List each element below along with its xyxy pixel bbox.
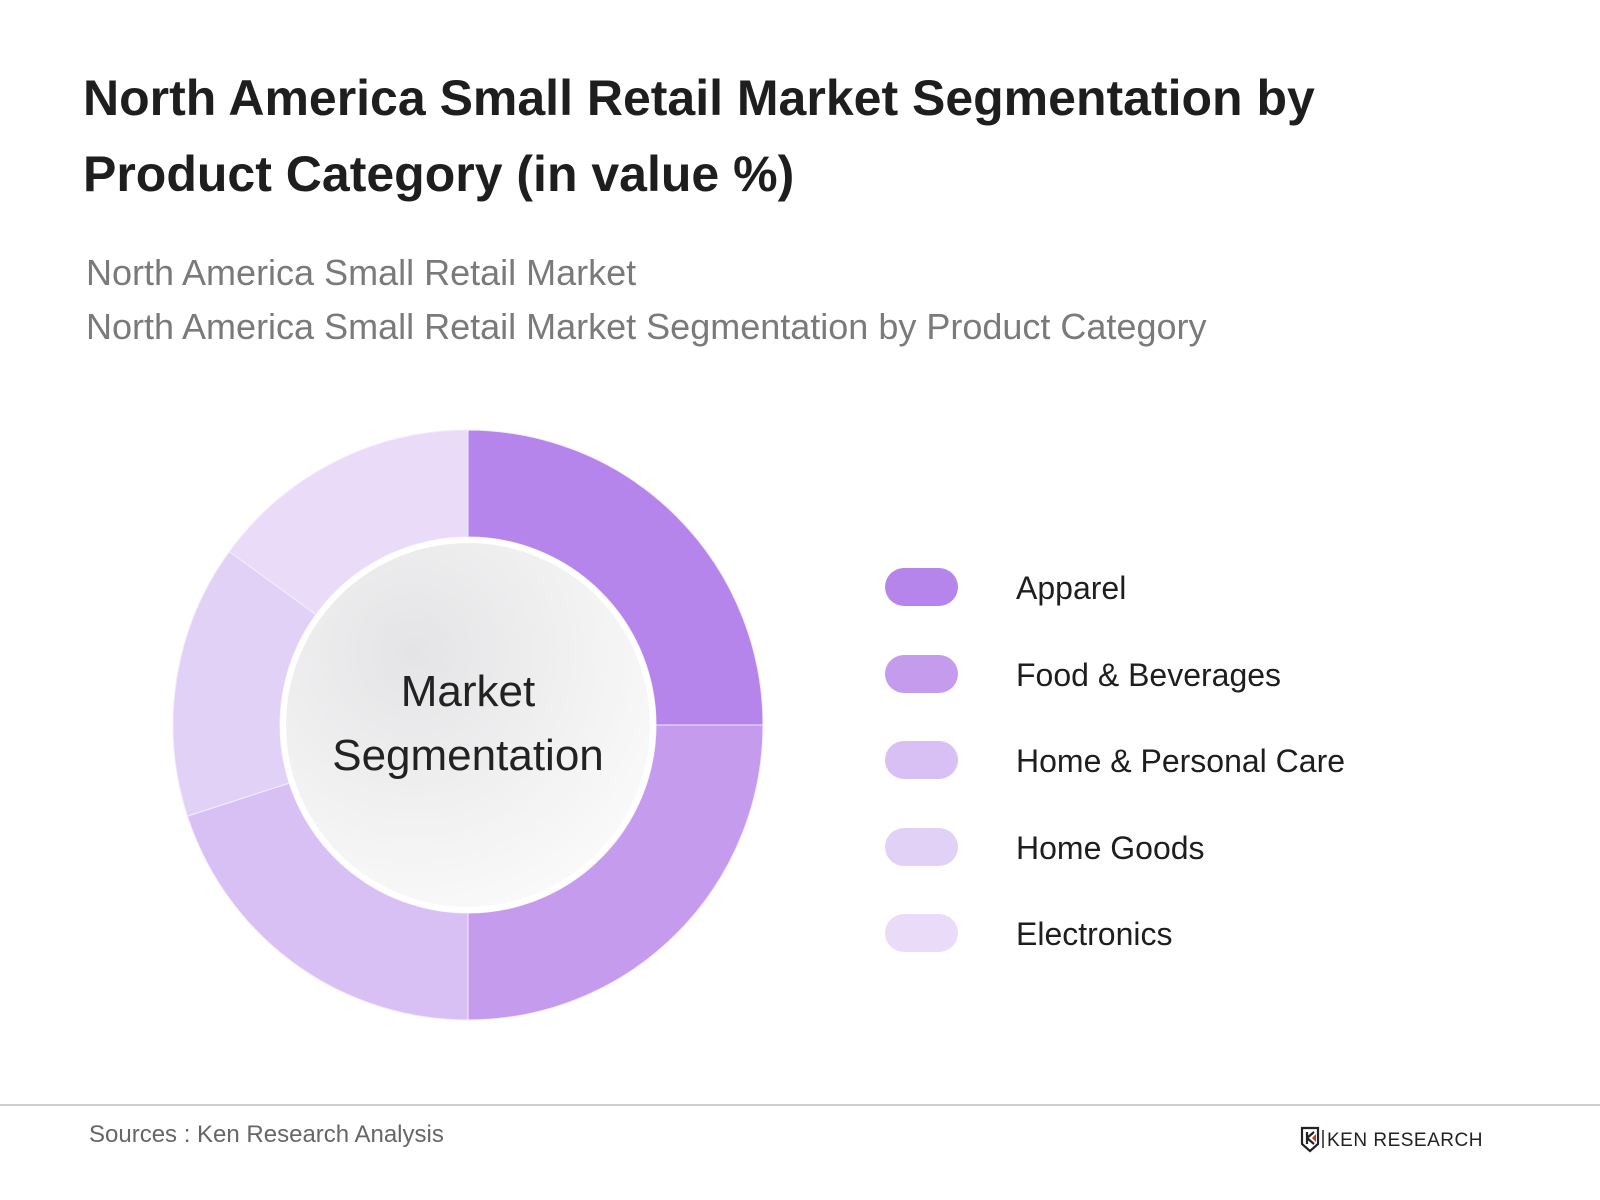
legend-item: Home & Personal Care — [885, 741, 1485, 779]
legend-swatch — [885, 827, 958, 866]
center-label-line-1: Market — [400, 667, 536, 716]
legend-label: Electronics — [1016, 916, 1173, 952]
center-label-line-2: Segmentation — [332, 731, 604, 780]
source-note: Sources : Ken Research Analysis — [89, 1121, 444, 1148]
donut-hole — [286, 543, 650, 907]
legend-item: Food & Beverages — [885, 654, 1485, 693]
legend-label: Home Goods — [1016, 829, 1205, 866]
legend-swatch — [885, 914, 958, 952]
chart-subtitle-1: North America Small Retail Market — [86, 252, 637, 293]
chart-title: North America Small Retail Market Segmen… — [83, 70, 1315, 202]
legend-label: Apparel — [1016, 570, 1127, 606]
legend-label: Food & Beverages — [1016, 656, 1282, 693]
chart-subtitle-2: North America Small Retail Market Segmen… — [86, 306, 1207, 347]
legend-item: Home Goods — [885, 827, 1485, 866]
legend-item: Electronics — [885, 914, 1485, 952]
legend-swatch — [885, 741, 958, 779]
center-label: Market Segmentation — [318, 660, 618, 788]
donut-slice-electronics — [228, 429, 469, 616]
legend-item: Apparel — [885, 568, 1485, 606]
legend-swatch — [885, 654, 958, 693]
svg-text:KEN RESEARCH: KEN RESEARCH — [1327, 1130, 1483, 1151]
ken-research-logo: KEN RESEARCH — [1300, 1126, 1483, 1153]
donut-chart — [172, 429, 764, 1021]
legend-swatch — [885, 568, 958, 606]
footer-divider — [0, 1104, 1600, 1106]
legend-label: Home & Personal Care — [1016, 743, 1346, 779]
